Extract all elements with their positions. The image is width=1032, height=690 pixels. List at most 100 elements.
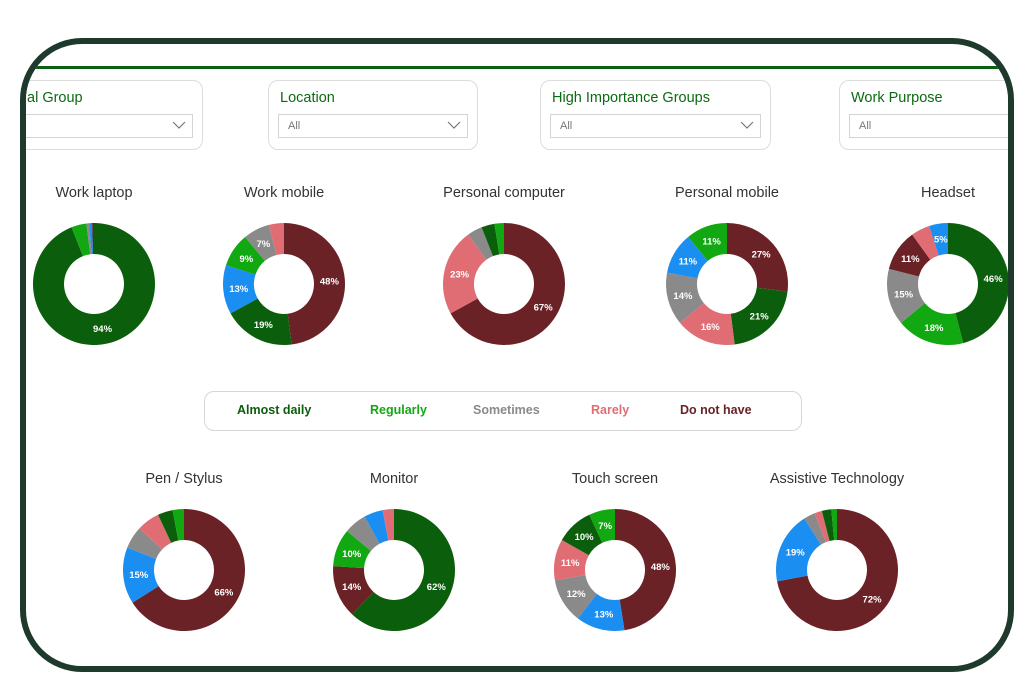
legend-item-almost-daily[interactable]: Almost daily (237, 403, 312, 417)
legend-item-regularly[interactable]: Regularly (370, 403, 427, 417)
personal-mobile-slice-5[interactable] (688, 223, 727, 261)
work-laptop-slice-3[interactable] (89, 223, 94, 255)
monitor-data-label-1: 14% (342, 582, 362, 593)
pen-stylus-slice-3[interactable] (139, 514, 172, 550)
personal-mobile-slice-1[interactable] (730, 287, 788, 345)
filter-high-importance-value: All (560, 120, 573, 132)
legend-item-do-not-have[interactable]: Do not have (680, 403, 752, 417)
touch-screen-data-label-1: 13% (594, 610, 614, 621)
personal-computer-slice-1[interactable] (443, 234, 487, 314)
work-laptop-slice-2[interactable] (86, 223, 92, 255)
personal-mobile-data-label-3: 14% (673, 291, 693, 302)
personal-mobile-data-label-1: 21% (750, 312, 770, 323)
touch-screen-slice-4[interactable] (561, 514, 603, 556)
assistive-technology-slice-2[interactable] (804, 513, 826, 545)
work-mobile-slice-0[interactable] (284, 223, 345, 345)
pen-stylus-slice-2[interactable] (127, 528, 163, 559)
work-mobile-data-label-3: 9% (240, 254, 254, 265)
work-laptop-slice-0[interactable] (32, 223, 155, 345)
donut-chart-touch-screen: 48% 13% 12% 11% 10%7% (554, 509, 676, 631)
monitor-slice-1[interactable] (333, 566, 374, 615)
filter-group-select[interactable] (26, 114, 193, 138)
touch-screen-data-label-5: 7% (598, 521, 612, 532)
chevron-down-icon (447, 121, 461, 129)
work-mobile-slice-3[interactable] (225, 236, 265, 275)
donut-chart-pen-stylus: 66% 15% (122, 509, 246, 631)
headset-data-label-2: 15% (894, 289, 914, 300)
headset-slice-5[interactable] (929, 223, 948, 256)
pen-stylus-slice-0[interactable] (132, 509, 246, 631)
filter-work-purpose-select[interactable]: All (849, 114, 1008, 138)
touch-screen-data-label-4: 10% (575, 532, 595, 543)
work-laptop-slice-4[interactable] (92, 223, 94, 255)
touch-screen-slice-3[interactable] (554, 540, 589, 581)
legend: Almost daily Regularly Sometimes Rarely … (204, 391, 802, 431)
donut-chart-assistive-technology: 72% 19% (776, 509, 898, 631)
filter-work-purpose-title: Work Purpose (851, 90, 943, 106)
personal-computer-slice-2[interactable] (468, 227, 493, 260)
dashboard-frame: al Group Location All High Importance Gr… (20, 38, 1014, 672)
personal-mobile-slice-3[interactable] (666, 272, 704, 323)
monitor-data-label-0: 62% (427, 582, 447, 593)
headset-slice-1[interactable] (900, 303, 964, 346)
assistive-technology-slice-1[interactable] (776, 518, 821, 582)
touch-screen-slice-5[interactable] (589, 509, 615, 543)
touch-screen-data-label-0: 48% (651, 562, 671, 573)
filter-location-title: Location (280, 90, 335, 106)
personal-mobile-slice-2[interactable] (679, 303, 735, 345)
work-mobile-slice-5[interactable] (268, 223, 284, 255)
filter-high-importance-select[interactable]: All (550, 114, 761, 138)
donut-chart-work-laptop: 94% (32, 223, 155, 345)
filter-high-importance-title: High Importance Groups (552, 90, 710, 106)
personal-computer-slice-3[interactable] (481, 223, 500, 257)
filter-location-select[interactable]: All (278, 114, 468, 138)
work-mobile-slice-4[interactable] (245, 224, 277, 261)
assistive-technology-data-label-1: 19% (786, 547, 806, 558)
chart-title-assistive-technology: Assistive Technology (769, 471, 905, 487)
personal-computer-slice-0[interactable] (450, 223, 565, 345)
pen-stylus-slice-5[interactable] (172, 509, 184, 541)
header-line (26, 66, 1008, 69)
personal-computer-data-label-1: 23% (450, 270, 470, 281)
donut-chart-personal-mobile: 27% 21% 16% 14% 11% 11% (666, 223, 788, 345)
pen-stylus-data-label-1: 15% (129, 570, 149, 581)
monitor-slice-0[interactable] (352, 509, 455, 631)
assistive-technology-slice-3[interactable] (814, 510, 830, 543)
assistive-technology-slice-5[interactable] (831, 509, 837, 541)
touch-screen-slice-0[interactable] (615, 509, 676, 631)
headset-data-label-5: 5% (934, 235, 948, 246)
assistive-technology-slice-0[interactable] (777, 509, 898, 631)
chevron-down-icon (172, 121, 186, 129)
monitor-slice-5[interactable] (382, 509, 394, 541)
chart-title-touch-screen: Touch screen (571, 471, 659, 487)
work-mobile-slice-2[interactable] (223, 265, 258, 314)
touch-screen-slice-2[interactable] (554, 575, 597, 619)
personal-mobile-slice-0[interactable] (727, 223, 788, 292)
filter-work-purpose: Work Purpose All (839, 80, 1008, 150)
personal-mobile-slice-4[interactable] (667, 236, 708, 279)
touch-screen-slice-1[interactable] (577, 593, 625, 631)
personal-mobile-data-label-5: 11% (702, 237, 721, 248)
assistive-technology-slice-4[interactable] (821, 509, 835, 541)
filter-work-purpose-value: All (859, 120, 872, 132)
monitor-slice-3[interactable] (346, 516, 380, 551)
chart-title-work-mobile: Work mobile (243, 185, 325, 201)
headset-data-label-0: 46% (984, 274, 1004, 285)
legend-item-rarely[interactable]: Rarely (591, 403, 630, 417)
monitor-slice-2[interactable] (333, 531, 371, 569)
work-laptop-slice-1[interactable] (71, 223, 91, 257)
legend-item-sometimes[interactable]: Sometimes (473, 403, 540, 417)
donut-chart-monitor: 62% 14% 10% (333, 509, 455, 631)
monitor-slice-4[interactable] (364, 510, 389, 544)
headset-slice-3[interactable] (888, 234, 931, 277)
chart-title-pen-stylus: Pen / Stylus (145, 471, 223, 487)
pen-stylus-slice-1[interactable] (122, 547, 159, 603)
headset-slice-4[interactable] (912, 225, 939, 260)
headset-slice-0[interactable] (948, 223, 1009, 344)
pen-stylus-slice-4[interactable] (158, 510, 179, 543)
headset-slice-2[interactable] (886, 268, 925, 323)
personal-mobile-data-label-2: 16% (701, 322, 721, 333)
work-mobile-slice-1[interactable] (230, 298, 292, 345)
personal-computer-slice-4[interactable] (494, 223, 504, 255)
donut-chart-work-mobile: 48% 19% 13% 9%7% (223, 223, 345, 345)
